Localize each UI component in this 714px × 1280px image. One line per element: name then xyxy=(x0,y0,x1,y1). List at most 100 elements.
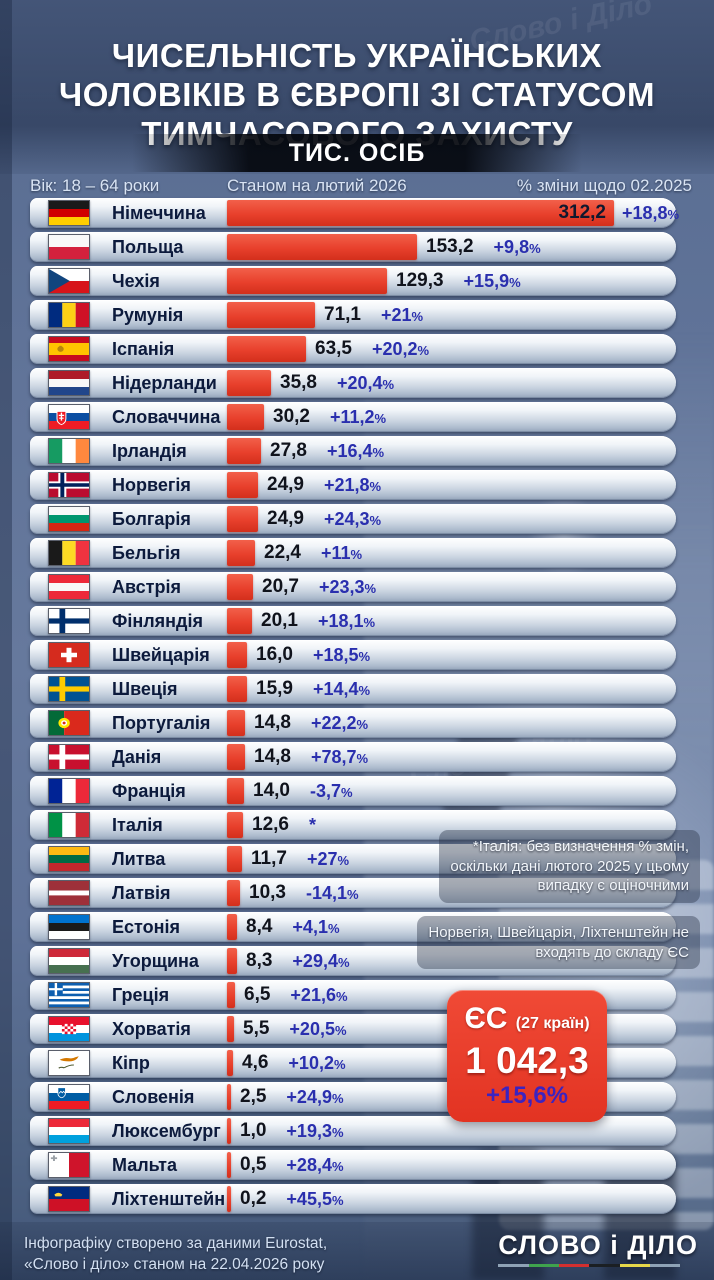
country-name: Нідерланди xyxy=(112,373,217,393)
country-value: 10,3 xyxy=(249,882,286,903)
country-flag-icon xyxy=(48,982,90,1008)
title-line-2: ЧОЛОВІКІВ В ЄВРОПІ ЗІ СТАТУСОМ xyxy=(59,76,655,114)
country-flag-icon xyxy=(48,1186,90,1212)
bar-area: 20,1 +18,1% xyxy=(227,606,674,636)
bar-area: 22,4 +11% xyxy=(227,538,674,568)
country-change: +11,2% xyxy=(329,406,387,427)
country-flag-icon xyxy=(48,710,90,736)
country-value: 12,6 xyxy=(252,814,289,835)
bar-area: 27,8 +16,4% xyxy=(227,436,674,466)
country-value: 14,0 xyxy=(253,780,290,801)
eu-label: ЄС xyxy=(464,1001,508,1035)
country-row: Норвегія 24,9 +21,8% xyxy=(30,470,676,500)
country-flag-icon xyxy=(48,846,90,872)
country-change: +23,3% xyxy=(318,576,377,597)
country-row: Угорщина 8,3 +29,4% xyxy=(30,946,676,976)
country-change: +29,4% xyxy=(292,950,350,971)
percent-sign: % xyxy=(509,274,521,290)
country-change: +20,4% xyxy=(336,372,395,393)
country-name: Швейцарія xyxy=(112,645,210,665)
value-bar xyxy=(227,880,240,906)
value-bar: 312,2 xyxy=(227,200,614,226)
country-row: Латвія 10,3 -14,1% xyxy=(30,878,676,908)
country-name: Польща xyxy=(112,237,184,257)
country-name: Кіпр xyxy=(112,1053,150,1073)
country-row: Болгарія 24,9 +24,3% xyxy=(30,504,676,534)
bar-area: 2,5 +24,9% xyxy=(227,1082,674,1112)
percent-sign: % xyxy=(341,784,353,800)
country-value: 11,7 xyxy=(251,848,287,869)
column-header-date: Станом на лютий 2026 xyxy=(227,176,407,195)
eu-total-value: 1 042,3 xyxy=(465,1039,589,1081)
percent-sign: % xyxy=(347,886,359,902)
country-name: Латвія xyxy=(112,883,171,903)
value-bar xyxy=(227,778,244,804)
percent-sign: % xyxy=(331,1192,344,1208)
country-flag-icon xyxy=(48,404,90,430)
bar-area: 4,6 +10,2% xyxy=(227,1048,674,1078)
country-row: Німеччина 312,2 +18,8% xyxy=(30,198,680,228)
value-bar xyxy=(227,1186,231,1212)
country-change: +18,8% xyxy=(622,202,680,223)
bar-area: 5,5 +20,5% xyxy=(227,1014,674,1044)
country-change: +18,1% xyxy=(317,610,376,631)
country-flag-icon xyxy=(48,914,90,940)
bar-area: 24,9 +24,3% xyxy=(227,504,674,534)
value-bar xyxy=(227,268,387,294)
value-bar xyxy=(227,1050,233,1076)
country-change: * xyxy=(308,814,316,835)
country-change: +27% xyxy=(306,848,350,869)
country-row: Нідерланди 35,8 +20,4% xyxy=(30,368,676,398)
country-flag-icon xyxy=(48,812,90,838)
country-value: 63,5 xyxy=(315,338,352,359)
percent-sign: % xyxy=(372,444,385,460)
bar-area: 1,0 +19,3% xyxy=(227,1116,674,1146)
publisher-logo: СЛОВО і ДІЛО xyxy=(498,1230,698,1267)
percent-sign: % xyxy=(374,410,387,426)
bar-area: 30,2 +11,2% xyxy=(227,402,674,432)
country-change: +14,4% xyxy=(312,678,371,699)
bar-area: 8,4 +4,1% xyxy=(227,912,674,942)
country-flag-icon xyxy=(48,608,90,634)
country-name: Італія xyxy=(112,815,163,835)
country-value: 0,5 xyxy=(240,1154,267,1175)
country-row: Португалія 14,8 +22,2% xyxy=(30,708,676,738)
country-row: Словаччина 30,2 +11,2% xyxy=(30,402,676,432)
country-name: Іспанія xyxy=(112,339,175,359)
value-bar xyxy=(227,744,245,770)
country-flag-icon xyxy=(48,1152,90,1178)
percent-sign: % xyxy=(327,920,340,936)
note-non-eu-countries: Норвегія, Швейцарія, Ліхтенштейн не вход… xyxy=(417,916,700,969)
column-header-age: Вік: 18 – 64 роки xyxy=(30,176,160,195)
percent-sign: % xyxy=(356,716,369,732)
percent-sign: % xyxy=(337,954,350,970)
value-bar xyxy=(227,1152,231,1178)
country-flag-icon xyxy=(48,336,90,362)
country-name: Ірландія xyxy=(112,441,187,461)
country-value: 27,8 xyxy=(270,440,307,461)
country-change: +21% xyxy=(380,304,424,325)
country-flag-icon xyxy=(48,880,90,906)
country-flag-icon xyxy=(48,1050,90,1076)
percent-sign: % xyxy=(337,852,350,868)
bar-area: 8,3 +29,4% xyxy=(227,946,674,976)
column-header-change: % зміни щодо 02.2025 xyxy=(516,176,692,195)
country-flag-icon xyxy=(48,744,90,770)
country-name: Мальта xyxy=(112,1155,177,1175)
source-text: Інфографіку створено за даними Eurostat,… xyxy=(24,1235,328,1273)
bar-area: 153,2 +9,8% xyxy=(227,232,674,262)
value-bar xyxy=(227,710,245,736)
percent-sign: % xyxy=(364,580,377,596)
units-label: ТИС. ОСІБ xyxy=(288,138,426,167)
logo-stripe-segment xyxy=(649,1264,681,1267)
country-row: Італія 12,6 * xyxy=(30,810,676,840)
country-value: 16,0 xyxy=(256,644,293,665)
country-change: -14,1% xyxy=(305,882,359,903)
value-bar xyxy=(227,982,235,1008)
logo-stripe xyxy=(498,1264,681,1267)
percent-sign: % xyxy=(411,308,424,324)
country-row: Австрія 20,7 +23,3% xyxy=(30,572,676,602)
percent-sign: % xyxy=(369,512,382,528)
bar-area: 6,5 +21,6% xyxy=(227,980,674,1010)
country-name: Румунія xyxy=(112,305,184,325)
